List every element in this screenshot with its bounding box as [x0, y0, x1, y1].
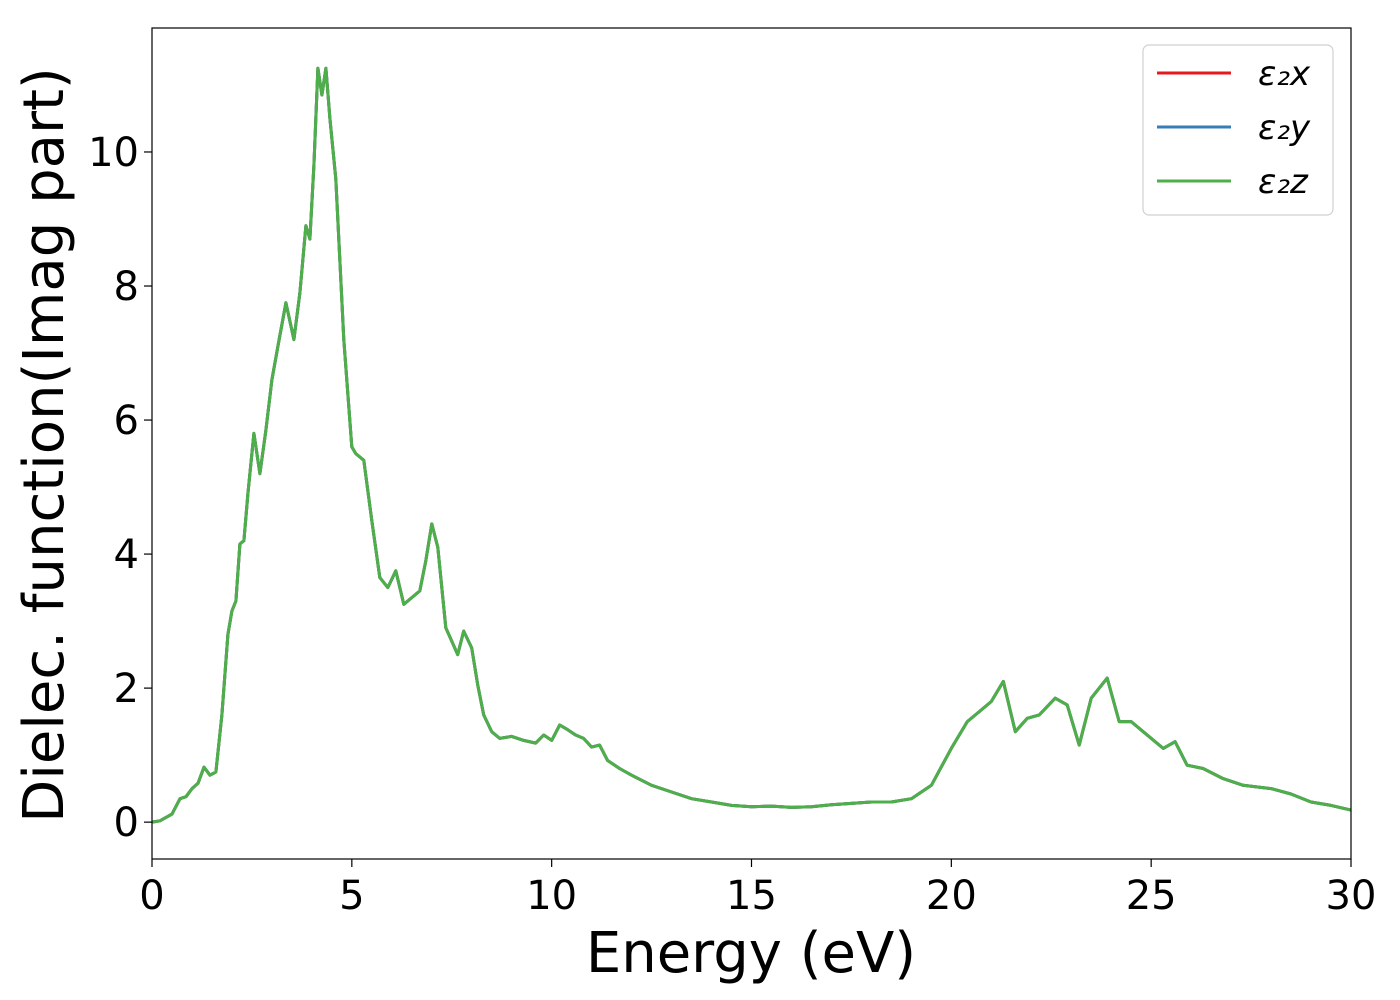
legend: ε₂x ε₂y ε₂z [1142, 44, 1334, 216]
x-tick-label: 25 [1126, 873, 1177, 919]
x-tick-label: 0 [139, 873, 164, 919]
series-line-2 [151, 66, 1352, 824]
legend-box [1142, 44, 1334, 216]
legend-label-1: ε₂y [1258, 108, 1311, 148]
x-tick-label: 20 [926, 873, 977, 919]
x-tick-label: 5 [339, 873, 364, 919]
y-tick-label: 10 [88, 130, 139, 176]
y-axis-label: Dielec. function(Imag part) [12, 67, 77, 823]
y-tick-label: 0 [114, 800, 139, 846]
x-tick-label: 10 [526, 873, 577, 919]
x-tick-label: 15 [726, 873, 777, 919]
y-tick-label: 6 [114, 398, 139, 444]
x-axis: 0 5 10 15 20 25 30 [139, 859, 1376, 919]
y-tick-label: 4 [114, 532, 139, 578]
y-tick-label: 8 [114, 264, 139, 310]
x-axis-label: Energy (eV) [586, 921, 916, 986]
legend-label-0: ε₂x [1258, 54, 1311, 94]
legend-label-2: ε₂z [1258, 162, 1309, 202]
y-axis: 0 2 4 6 8 10 [88, 130, 152, 846]
y-tick-label: 2 [114, 666, 139, 712]
x-tick-label: 30 [1326, 873, 1377, 919]
series-layer [151, 66, 1352, 824]
